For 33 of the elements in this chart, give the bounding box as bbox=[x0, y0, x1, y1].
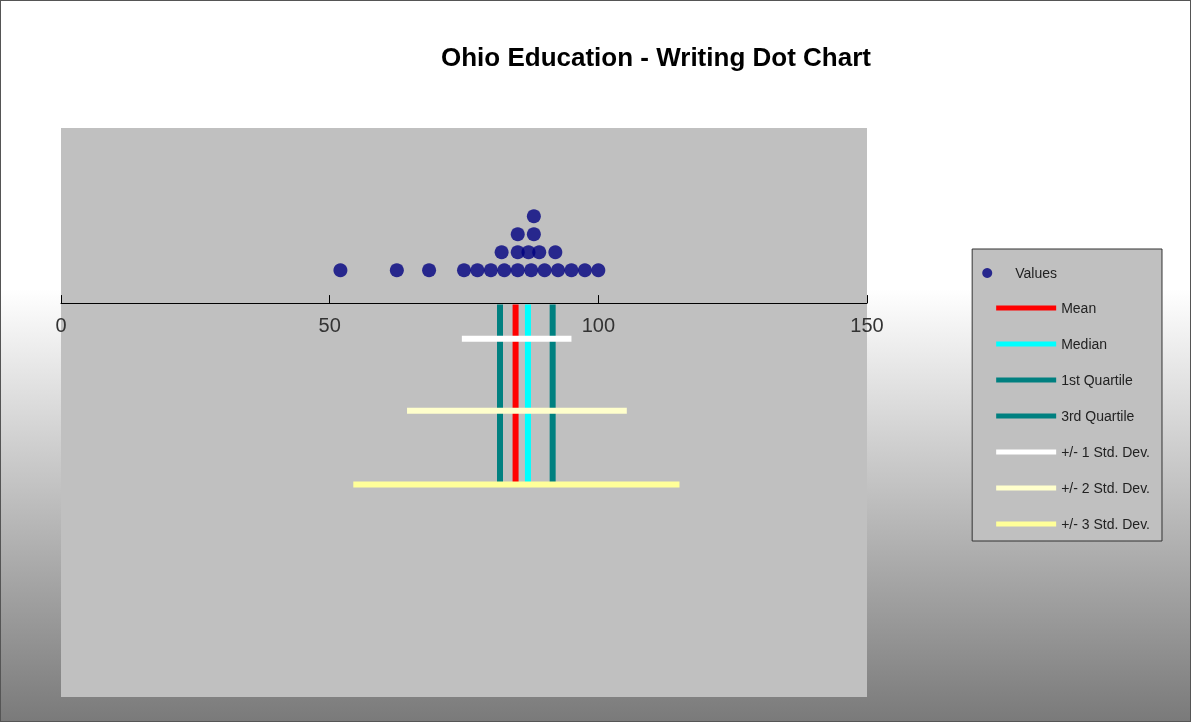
legend-label: +/- 3 Std. Dev. bbox=[1061, 516, 1151, 532]
point bbox=[577, 263, 592, 278]
x-tick-label: 0 bbox=[55, 314, 67, 337]
point bbox=[470, 263, 485, 278]
x-tick-label: 50 bbox=[318, 314, 341, 337]
legend-label: 1st Quartile bbox=[1061, 372, 1133, 388]
point bbox=[510, 263, 525, 278]
legend-label: Median bbox=[1061, 336, 1108, 352]
point bbox=[532, 245, 547, 260]
legend-label: +/- 1 Std. Dev. bbox=[1061, 444, 1151, 460]
chart-title: Ohio Education - Writing Dot Chart bbox=[441, 42, 872, 72]
point bbox=[483, 263, 498, 278]
point bbox=[494, 245, 509, 260]
point bbox=[497, 263, 512, 278]
point bbox=[526, 209, 541, 224]
point bbox=[551, 263, 566, 278]
point bbox=[537, 263, 552, 278]
point bbox=[422, 263, 437, 278]
legend-label: Mean bbox=[1061, 300, 1097, 316]
point bbox=[524, 263, 539, 278]
legend-label: +/- 2 Std. Dev. bbox=[1061, 480, 1151, 496]
point bbox=[389, 263, 404, 278]
point bbox=[333, 263, 348, 278]
point bbox=[564, 263, 579, 278]
point bbox=[526, 227, 541, 242]
x-tick-label: 100 bbox=[581, 314, 616, 337]
point bbox=[548, 245, 563, 260]
point bbox=[457, 263, 471, 278]
legend-label: 3rd Quartile bbox=[1061, 408, 1135, 424]
point bbox=[591, 263, 606, 278]
x-tick-label: 150 bbox=[850, 314, 884, 337]
point bbox=[510, 227, 525, 242]
legend-label: Values bbox=[1015, 265, 1058, 281]
